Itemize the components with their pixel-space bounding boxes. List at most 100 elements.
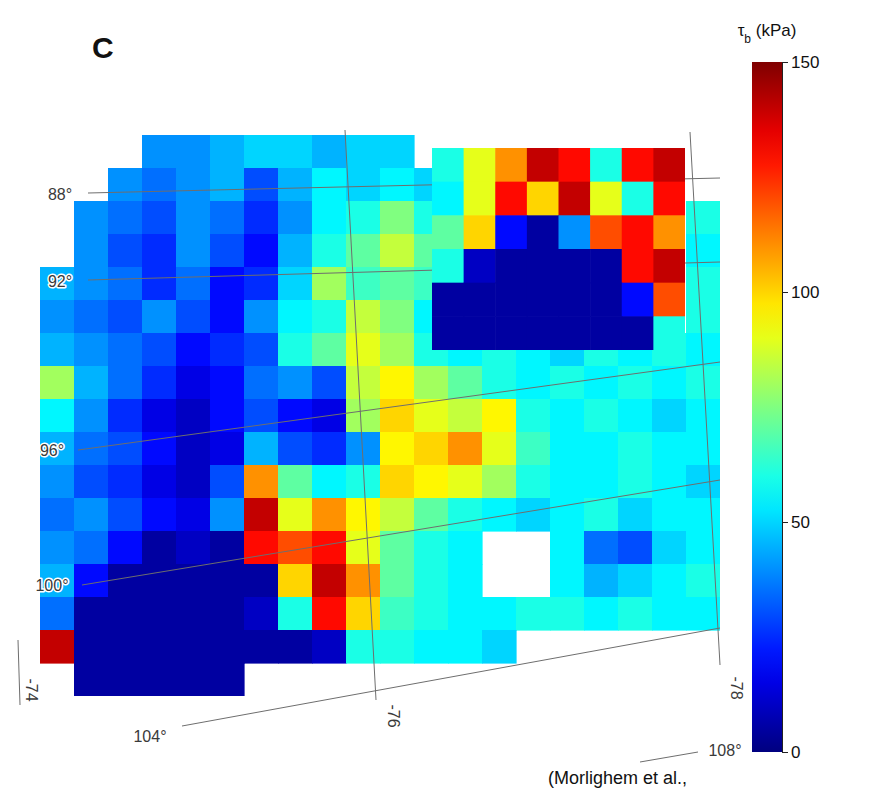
- graticule-line: [182, 628, 720, 726]
- inset-cell: [653, 316, 685, 350]
- cell: [210, 498, 245, 532]
- cell: [380, 531, 415, 565]
- panel-letter: C: [92, 31, 114, 64]
- colorbar-title: τb (kPa): [738, 21, 797, 46]
- cell: [142, 498, 177, 532]
- citation: (Morlighem et al.,: [548, 768, 687, 788]
- cell: [244, 333, 279, 367]
- cell: [210, 168, 245, 202]
- inset-cell: [622, 316, 654, 350]
- cell: [414, 498, 449, 532]
- cell: [142, 399, 177, 433]
- graticule-line: [82, 480, 720, 585]
- cell: [40, 498, 75, 532]
- inset-cell: [653, 148, 685, 182]
- cell: [414, 366, 449, 400]
- cell: [142, 630, 177, 664]
- cell: [516, 498, 551, 532]
- cell: [142, 168, 177, 202]
- inset-cell: [495, 316, 527, 350]
- cell: [278, 498, 313, 532]
- cell: [380, 168, 415, 202]
- inset-cell: [495, 182, 527, 216]
- cell: [244, 564, 279, 598]
- cell: [584, 366, 619, 400]
- cell: [142, 597, 177, 631]
- inset-cell: [464, 249, 496, 283]
- cell: [448, 597, 483, 631]
- cell: [40, 597, 75, 631]
- inset-cell: [527, 316, 559, 350]
- graticule-label: 88°: [48, 186, 72, 203]
- cell: [244, 234, 279, 268]
- cell: [380, 267, 415, 301]
- cell: [40, 432, 75, 466]
- cell: [550, 465, 585, 499]
- colorbar-tick-label: 0: [791, 743, 800, 762]
- inset-cell: [464, 316, 496, 350]
- colorbar-tick-mark: [782, 522, 788, 523]
- cell: [176, 399, 211, 433]
- cell: [176, 201, 211, 235]
- cell: [312, 531, 347, 565]
- cell: [380, 564, 415, 598]
- cell: [380, 201, 415, 235]
- inset-cell: [495, 215, 527, 249]
- cell: [346, 399, 381, 433]
- cell: [652, 564, 687, 598]
- colorbar: [752, 62, 782, 752]
- graticule-label: -74: [23, 678, 40, 701]
- cell: [686, 498, 720, 532]
- cell: [618, 498, 653, 532]
- cell: [142, 234, 177, 268]
- graticule-label: 104°: [133, 728, 166, 745]
- cell: [380, 432, 415, 466]
- inset-cell: [622, 215, 654, 249]
- cell: [278, 267, 313, 301]
- cell: [74, 630, 109, 664]
- cell: [210, 663, 245, 696]
- cell: [278, 135, 313, 169]
- inset-cell: [590, 215, 622, 249]
- cell: [448, 432, 483, 466]
- cell: [176, 267, 211, 301]
- inset-cell: [590, 148, 622, 182]
- cell: [176, 333, 211, 367]
- cell: [652, 465, 687, 499]
- cell: [482, 399, 517, 433]
- inset-cell: [464, 283, 496, 317]
- field: [40, 135, 720, 696]
- cell: [40, 630, 75, 664]
- inset: [432, 148, 685, 350]
- cell: [414, 432, 449, 466]
- cell: [312, 168, 347, 202]
- inset-cell: [653, 283, 685, 317]
- cell: [652, 432, 687, 466]
- inset-cell: [559, 148, 591, 182]
- inset-cell: [495, 148, 527, 182]
- cell: [346, 300, 381, 334]
- cell: [74, 498, 109, 532]
- cell: [74, 531, 109, 565]
- cell: [40, 366, 75, 400]
- cell: [278, 366, 313, 400]
- cell: [74, 399, 109, 433]
- inset-cell: [464, 148, 496, 182]
- colorbar-tick: 50: [782, 513, 810, 532]
- cell: [278, 399, 313, 433]
- cell: [40, 333, 75, 367]
- cell: [414, 630, 449, 664]
- cell: [278, 597, 313, 631]
- colorbar-tick: 0: [782, 743, 800, 762]
- graticule-line: [18, 640, 20, 705]
- cell: [176, 234, 211, 268]
- cell: [142, 300, 177, 334]
- cell: [550, 531, 585, 565]
- cell: [74, 234, 109, 268]
- inset-cell: [653, 249, 685, 283]
- graticule-line: [640, 752, 698, 762]
- cell: [312, 498, 347, 532]
- inset-cell: [527, 283, 559, 317]
- graticule-label: -78: [728, 676, 745, 699]
- cell: [142, 267, 177, 301]
